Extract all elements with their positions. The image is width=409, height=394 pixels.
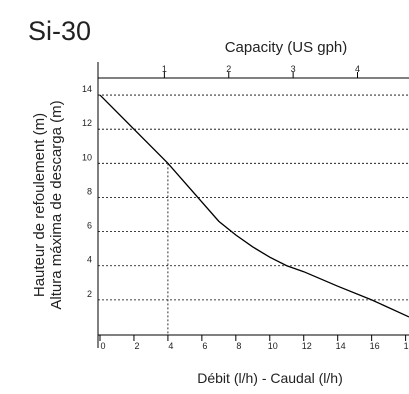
chart-title: Si-30 xyxy=(28,16,91,46)
y-tick-label: 8 xyxy=(87,186,92,196)
x-tick-label: 6 xyxy=(202,341,207,351)
x2-tick-label: 2 xyxy=(226,64,231,74)
y-tick-label: 12 xyxy=(82,118,92,128)
x-tick-label: 14 xyxy=(336,341,346,351)
x2-tick-label: 1 xyxy=(162,64,167,74)
x-tick-label: 0 xyxy=(100,341,105,351)
y-tick-label: 6 xyxy=(87,221,92,231)
x-tick-label: 12 xyxy=(302,341,312,351)
y-tick-label: 10 xyxy=(82,152,92,162)
y-tick-label: 2 xyxy=(87,289,92,299)
y-tick-label: 14 xyxy=(82,84,92,94)
y-axis-label: Hauteur de refoulement (m) xyxy=(31,113,48,297)
x-tick-label: 8 xyxy=(236,341,241,351)
x-tick-label: 2 xyxy=(134,341,139,351)
x-tick-label: 4 xyxy=(168,341,173,351)
x-tick-label: 10 xyxy=(268,341,278,351)
x-axis-label: Débit (l/h) - Caudal (l/h) xyxy=(197,370,343,386)
x2-tick-label: 3 xyxy=(291,64,296,74)
x2-axis-label: Capacity (US gph) xyxy=(225,39,348,56)
x-tick-label: 18 xyxy=(404,341,409,351)
y-axis-label: Altura máxima de descarga (m) xyxy=(48,100,65,309)
curve xyxy=(99,94,409,318)
y-tick-label: 4 xyxy=(87,255,92,265)
x2-tick-label: 4 xyxy=(355,64,360,74)
x-tick-label: 16 xyxy=(370,341,380,351)
